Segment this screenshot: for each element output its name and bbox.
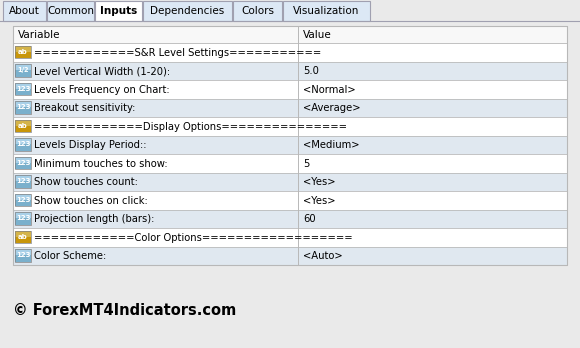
Text: About: About — [9, 7, 40, 16]
Bar — [15, 101, 31, 113]
Text: Visualization: Visualization — [293, 7, 360, 16]
Bar — [15, 157, 31, 163]
Bar — [15, 230, 31, 243]
Bar — [15, 193, 31, 206]
Text: <Medium>: <Medium> — [303, 140, 360, 150]
Bar — [15, 119, 31, 132]
Bar — [13, 62, 567, 80]
Bar — [15, 157, 31, 169]
Text: 123: 123 — [16, 197, 30, 203]
Bar — [15, 255, 31, 261]
Text: <Auto>: <Auto> — [303, 251, 343, 261]
Text: <Normal>: <Normal> — [303, 85, 356, 95]
Bar — [15, 82, 31, 89]
Text: Color Scheme:: Color Scheme: — [34, 251, 106, 261]
Bar — [15, 193, 31, 200]
Text: © ForexMT4Indicators.com: © ForexMT4Indicators.com — [13, 303, 236, 318]
Text: Value: Value — [303, 30, 332, 40]
Bar — [15, 126, 31, 132]
Bar — [15, 212, 31, 218]
Bar — [13, 246, 567, 265]
Bar — [15, 70, 31, 77]
Bar — [13, 228, 567, 246]
Bar — [15, 119, 31, 126]
Bar — [15, 218, 31, 224]
Text: 123: 123 — [16, 160, 30, 166]
Text: Dependencies: Dependencies — [150, 7, 224, 16]
Bar — [13, 80, 567, 98]
Bar — [13, 154, 567, 173]
Bar — [15, 46, 31, 52]
Bar — [13, 209, 567, 228]
Text: 123: 123 — [16, 215, 30, 221]
Text: 60: 60 — [303, 214, 316, 224]
Text: <Yes>: <Yes> — [303, 196, 336, 206]
Bar — [143, 1, 232, 21]
Text: Level Vertical Width (1-20):: Level Vertical Width (1-20): — [34, 66, 170, 76]
Bar — [15, 249, 31, 255]
Bar — [13, 191, 567, 209]
Bar — [13, 173, 567, 191]
Text: ab: ab — [18, 234, 28, 240]
Text: 123: 123 — [16, 86, 30, 92]
Bar — [15, 89, 31, 95]
Text: Breakout sensitivity:: Breakout sensitivity: — [34, 103, 135, 113]
Bar — [15, 163, 31, 169]
Bar — [15, 230, 31, 237]
Text: Common: Common — [47, 7, 94, 16]
Bar — [15, 181, 31, 188]
Text: 123: 123 — [16, 252, 30, 258]
Text: ab: ab — [18, 123, 28, 129]
Text: Show touches on click:: Show touches on click: — [34, 196, 148, 206]
Bar — [15, 200, 31, 206]
Text: Levels Display Period::: Levels Display Period:: — [34, 140, 147, 150]
Text: =============Display Options===============: =============Display Options============… — [34, 122, 347, 132]
Bar — [13, 98, 567, 117]
Bar — [13, 26, 567, 265]
Bar — [13, 117, 567, 135]
Bar — [13, 26, 567, 43]
Bar — [15, 107, 31, 113]
Text: Show touches count:: Show touches count: — [34, 177, 138, 187]
Bar — [283, 1, 370, 21]
Bar — [15, 212, 31, 224]
Text: ============Color Options==================: ============Color Options===============… — [34, 233, 353, 243]
Bar — [13, 135, 567, 154]
Bar — [47, 1, 94, 21]
Bar — [15, 175, 31, 181]
Text: 1/2: 1/2 — [17, 67, 29, 73]
Text: ab: ab — [18, 49, 28, 55]
Text: 5: 5 — [303, 159, 310, 169]
Text: 5.0: 5.0 — [303, 66, 319, 76]
Bar — [15, 46, 31, 58]
Text: ============S&R Level Settings===========: ============S&R Level Settings==========… — [34, 48, 321, 58]
Bar — [15, 175, 31, 188]
Text: Minimum touches to show:: Minimum touches to show: — [34, 159, 168, 169]
Text: Colors: Colors — [241, 7, 274, 16]
Bar — [233, 1, 282, 21]
Bar — [15, 249, 31, 261]
Bar — [15, 64, 31, 70]
Bar — [15, 138, 31, 150]
Text: Variable: Variable — [18, 30, 60, 40]
Text: Projection length (bars):: Projection length (bars): — [34, 214, 154, 224]
Bar — [15, 237, 31, 243]
Bar — [15, 52, 31, 58]
Bar — [15, 101, 31, 107]
Bar — [95, 1, 142, 21]
Text: Levels Frequency on Chart:: Levels Frequency on Chart: — [34, 85, 169, 95]
Bar — [15, 64, 31, 77]
Text: 123: 123 — [16, 141, 30, 147]
Bar — [15, 82, 31, 95]
Text: 123: 123 — [16, 178, 30, 184]
Text: Inputs: Inputs — [100, 7, 137, 16]
Bar — [3, 1, 46, 21]
Text: <Yes>: <Yes> — [303, 177, 336, 187]
Text: 123: 123 — [16, 104, 30, 110]
Text: <Average>: <Average> — [303, 103, 361, 113]
Bar — [13, 43, 567, 62]
Bar — [15, 144, 31, 150]
Bar — [15, 138, 31, 144]
